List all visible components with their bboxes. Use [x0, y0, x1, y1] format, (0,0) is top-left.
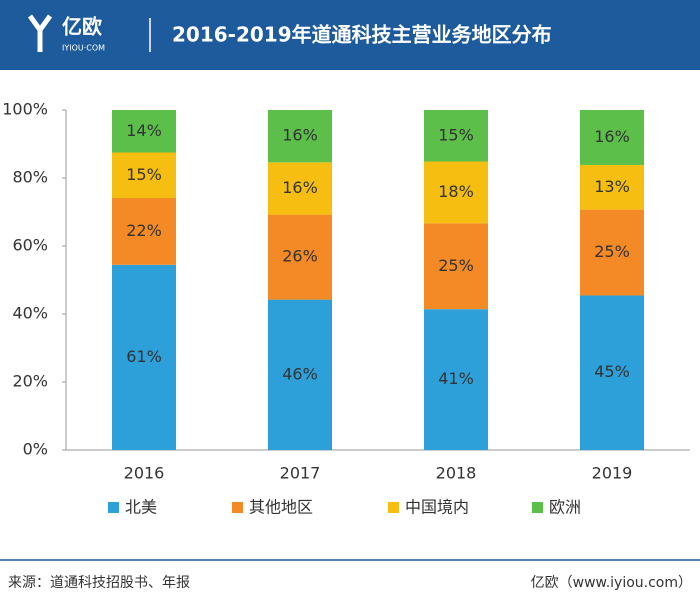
y-tick-label: 40% [12, 304, 48, 323]
logo: 亿欧 [62, 15, 102, 39]
y-tick-label: 60% [12, 236, 48, 255]
x-tick-label: 2016 [124, 464, 165, 483]
legend-label: 欧洲 [549, 498, 581, 517]
bar-segment [580, 295, 644, 450]
legend-swatch [108, 502, 119, 513]
header-band [0, 0, 700, 70]
bar-segment [424, 309, 488, 450]
data-label: 46% [282, 364, 318, 383]
bar-segment [112, 198, 176, 265]
data-label: 25% [594, 242, 630, 261]
source: 来源：道通科技招股书、年报 [8, 575, 190, 591]
data-label: 61% [126, 347, 162, 366]
bar-segment [424, 110, 488, 162]
x-tick-label: 2017 [280, 464, 321, 483]
y-tick-label: 80% [12, 168, 48, 187]
bar-segment [580, 110, 644, 165]
bar-segment [268, 110, 332, 163]
y-tick-label: 100% [2, 100, 48, 119]
logo-mark [27, 14, 53, 52]
bar-segment [424, 223, 488, 310]
x-tick-label: 2018 [436, 464, 477, 483]
credit: 亿欧（www.iyiou.com） [531, 575, 692, 591]
legend-swatch [532, 502, 543, 513]
data-label: 16% [594, 127, 630, 146]
data-label: 14% [126, 121, 162, 140]
bar-segment [580, 209, 644, 296]
bar-segment [580, 164, 644, 210]
data-label: 45% [594, 362, 630, 381]
y-tick-label: 0% [23, 440, 48, 459]
legend-label: 其他地区 [249, 498, 313, 517]
bar-segment [112, 264, 176, 450]
bar-segment [112, 110, 176, 153]
data-label: 26% [282, 247, 318, 266]
bar-segment [268, 299, 332, 450]
legend-label: 北美 [125, 498, 157, 517]
legend-swatch [388, 502, 399, 513]
bar-segment [268, 214, 332, 300]
bar-segment [424, 161, 488, 224]
data-label: 22% [126, 221, 162, 240]
data-label: 13% [594, 177, 630, 196]
chart-title: 2016-2019年道通科技主营业务地区分布 [172, 23, 552, 47]
data-label: 41% [438, 369, 474, 388]
legend-swatch [232, 502, 243, 513]
bar-segment [112, 152, 176, 199]
y-tick-label: 20% [12, 372, 48, 391]
legend-label: 中国境内 [405, 498, 469, 517]
data-label: 16% [282, 178, 318, 197]
data-label: 15% [438, 125, 474, 144]
data-label: 16% [282, 126, 318, 145]
data-label: 25% [438, 256, 474, 275]
data-label: 18% [438, 182, 474, 201]
x-tick-label: 2019 [592, 464, 633, 483]
logo-sub: IYIOU·COM [62, 44, 105, 53]
data-label: 15% [126, 165, 162, 184]
bar-segment [268, 162, 332, 215]
